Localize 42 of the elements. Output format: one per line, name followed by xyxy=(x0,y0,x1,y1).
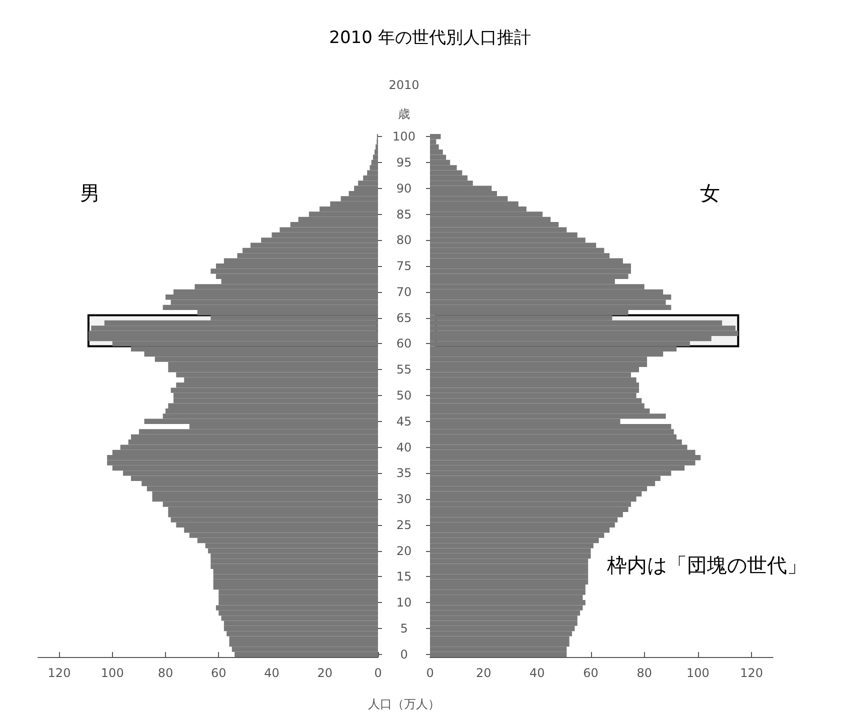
y-tick-label: 25 xyxy=(396,518,412,532)
y-axis-title: 歳 xyxy=(398,107,410,121)
annotation: 枠内は「団塊の世代」 xyxy=(606,553,807,577)
text: 2010 xyxy=(388,78,420,92)
x-tick-label: 120 xyxy=(740,666,764,680)
x-tick-label: 60 xyxy=(583,666,598,680)
y-tick-label: 0 xyxy=(400,647,408,662)
y-tick-label: 35 xyxy=(396,466,412,480)
x-tick-label: 20 xyxy=(317,666,333,680)
x-tick-label: 40 xyxy=(264,666,280,680)
x-axis-title: 人口（万人） xyxy=(367,696,441,713)
x-tick-label: 80 xyxy=(636,666,652,680)
y-tick-label: 55 xyxy=(396,362,412,377)
y-tick-label: 40 xyxy=(396,440,412,454)
y-tick-label: 50 xyxy=(396,388,412,402)
y-tick-label: 30 xyxy=(396,492,412,506)
y-tick-label: 85 xyxy=(396,207,412,222)
y-tick-label: 75 xyxy=(396,259,412,274)
text: 男 xyxy=(80,181,100,205)
x-tick-label: 80 xyxy=(158,666,174,680)
x-tick-label: 20 xyxy=(476,666,492,680)
y-tick-label: 45 xyxy=(396,414,412,428)
y-tick-label: 70 xyxy=(396,284,412,299)
x-tick-label: 100 xyxy=(100,666,124,680)
text: 2010 年の世代別人口推計 xyxy=(328,27,532,49)
y-tick-label: 5 xyxy=(400,622,408,636)
y-tick-label: 20 xyxy=(396,544,412,558)
text: 女 xyxy=(700,181,720,205)
y-tick-label: 60 xyxy=(396,336,412,351)
y-tick-label: 95 xyxy=(396,155,412,170)
x-tick-label: 60 xyxy=(210,666,226,680)
x-tick-label: 120 xyxy=(48,666,71,680)
x-tick-label: 0 xyxy=(426,666,434,680)
x-tick-label: 100 xyxy=(686,666,710,680)
y-tick-label: 15 xyxy=(396,570,412,584)
x-tick-label: 0 xyxy=(374,666,382,680)
y-tick-label: 65 xyxy=(396,310,412,325)
y-tick-label: 80 xyxy=(396,233,412,248)
x-tick-label: 40 xyxy=(530,666,545,680)
y-tick-label: 90 xyxy=(396,181,412,196)
y-tick-label: 100 xyxy=(392,130,416,144)
y-tick-label: 10 xyxy=(396,596,412,610)
